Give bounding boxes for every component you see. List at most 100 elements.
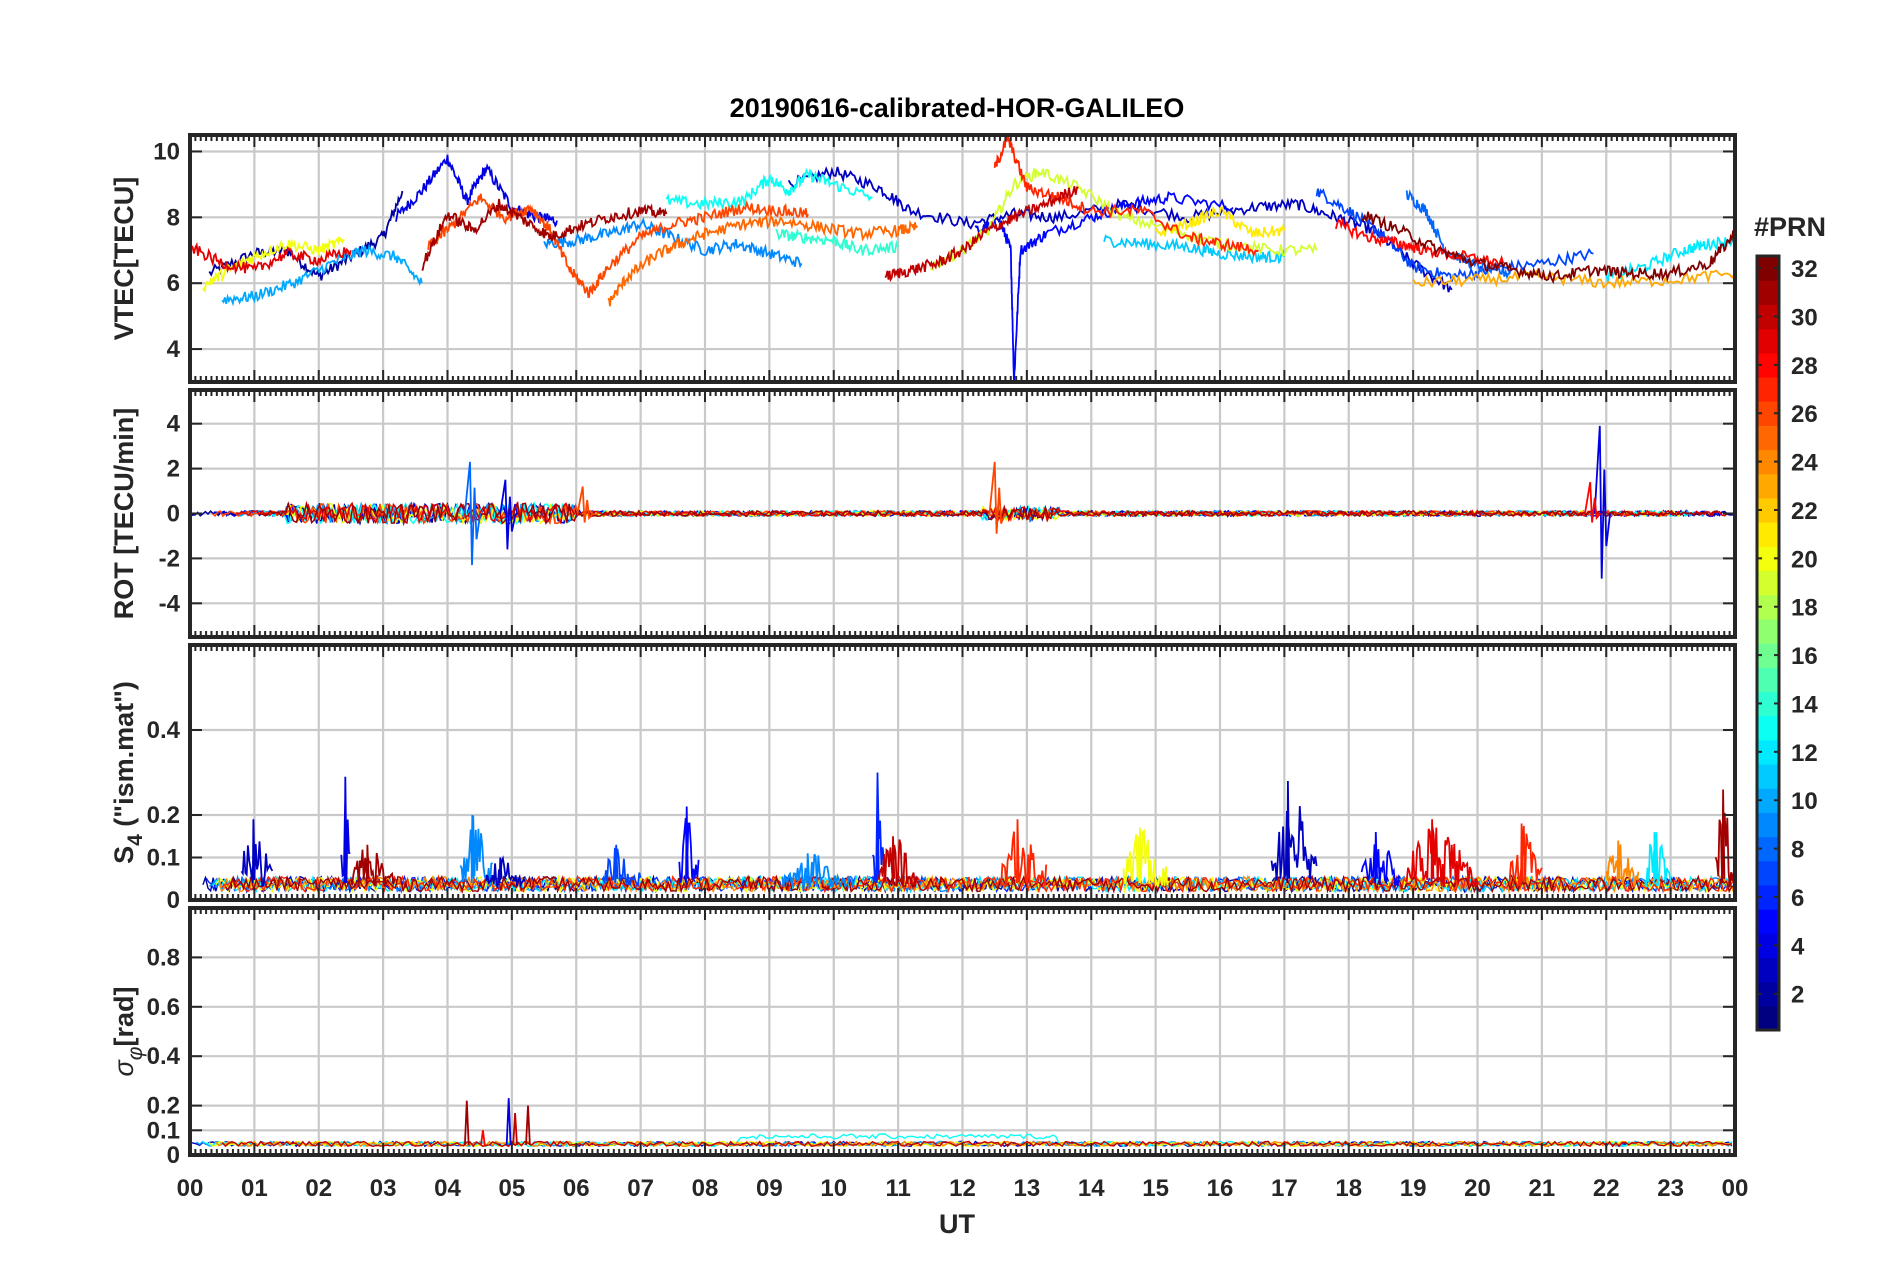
colorbar-tick-label: 12 bbox=[1791, 740, 1818, 767]
x-tick-label: 00 bbox=[177, 1175, 204, 1202]
y-tick-label: 0.8 bbox=[147, 944, 180, 971]
sigma-spike-prn-28 bbox=[480, 1130, 486, 1146]
vtec-series-prn-4 bbox=[395, 154, 558, 228]
s4-burst-prn-24 bbox=[1605, 840, 1640, 888]
vtec-series-prn-5 bbox=[974, 191, 1234, 382]
panel-s4: 00.10.20.4S4 ("ism.mat") bbox=[109, 643, 1737, 914]
s4-burst-prn-27 bbox=[1000, 819, 1048, 887]
panel-vtec: 4 6 8 10 VTEC[TECU] bbox=[109, 133, 1737, 384]
y-tick-label: 6 bbox=[167, 270, 180, 297]
colorbar-swatch bbox=[1757, 352, 1779, 378]
y-tick-label: 0.2 bbox=[147, 802, 180, 829]
rot-spike-prn-26 bbox=[988, 461, 1006, 534]
vtec-series-prn-29 bbox=[190, 241, 352, 275]
x-tick-label: 19 bbox=[1400, 1175, 1427, 1202]
colorbar-swatch bbox=[1757, 473, 1779, 499]
s4-burst-prn-12 bbox=[1644, 831, 1672, 888]
sigma-spike-prn-31 bbox=[464, 1100, 470, 1146]
colorbar-swatch bbox=[1757, 1005, 1779, 1031]
colorbar-swatch bbox=[1757, 594, 1779, 620]
colorbar-tick-label: 28 bbox=[1791, 353, 1818, 380]
colorbar-swatch bbox=[1757, 401, 1779, 426]
x-tick-label: 20 bbox=[1464, 1175, 1491, 1202]
s4-baseline-prn-31 bbox=[224, 874, 1735, 895]
x-tick-label: 09 bbox=[756, 1175, 783, 1202]
x-tick-label: 13 bbox=[1014, 1175, 1041, 1202]
s4-burst-prn-29 bbox=[1405, 819, 1479, 888]
s4-burst-prn-7 bbox=[601, 844, 642, 887]
y-tick-label: 2 bbox=[167, 456, 180, 483]
vtec-series-prn-28 bbox=[1335, 217, 1505, 270]
rot-spike-prn-26 bbox=[576, 486, 594, 523]
vtec-series-prn-26 bbox=[427, 193, 809, 298]
rot-series-prn-29 bbox=[236, 501, 1730, 527]
colorbar-swatch bbox=[1757, 256, 1779, 281]
x-tick-label: 06 bbox=[563, 1175, 590, 1202]
y-tick-label: 4 bbox=[167, 336, 181, 363]
figure-title: 20190616-calibrated-HOR-GALILEO bbox=[730, 93, 1185, 123]
s4-burst-prn-3 bbox=[1270, 780, 1318, 884]
colorbar-tick-label: 8 bbox=[1791, 837, 1804, 864]
rot-series-prn-31 bbox=[260, 500, 1718, 525]
x-axis-label: UT bbox=[939, 1209, 975, 1239]
y-axis-label-s4: S4 ("ism.mat") bbox=[109, 681, 147, 864]
vtec-series-prn-20 bbox=[202, 236, 345, 294]
colorbar-tick-label: 14 bbox=[1791, 691, 1818, 718]
y-tick-label: 0.6 bbox=[147, 994, 180, 1021]
vtec-series-prn-31 bbox=[421, 198, 668, 272]
data-layer bbox=[190, 135, 1735, 382]
s4-burst-prn-6 bbox=[871, 772, 887, 884]
s4-burst-prn-20 bbox=[1122, 827, 1170, 888]
vtec-series-prn-27 bbox=[993, 135, 1260, 258]
colorbar-swatch bbox=[1757, 957, 1779, 983]
vtec-series-prn-9 bbox=[543, 216, 803, 269]
y-tick-label: 0.1 bbox=[147, 845, 180, 872]
x-tick-label: 00 bbox=[1722, 1175, 1749, 1202]
sigma-series-prn-30 bbox=[221, 1140, 1733, 1148]
rot-spike-prn-4 bbox=[1593, 425, 1611, 579]
y-tick-label: 0 bbox=[167, 501, 180, 528]
sigma-spike-prn-30 bbox=[512, 1112, 518, 1146]
y-tick-label: 0.2 bbox=[147, 1093, 180, 1120]
colorbar-tick-label: 2 bbox=[1791, 982, 1804, 1009]
colorbar-swatch bbox=[1757, 860, 1779, 886]
ylabel-rest: [rad] bbox=[109, 987, 139, 1047]
sigma-spike-prn-31 bbox=[525, 1105, 531, 1146]
s4-burst-prn-27 bbox=[1508, 823, 1543, 886]
colorbar-tick-label: 24 bbox=[1791, 450, 1818, 477]
ylabel-sub: φ bbox=[124, 1046, 147, 1060]
x-tick-label: 11 bbox=[885, 1175, 910, 1202]
y-tick-label: -2 bbox=[159, 545, 180, 572]
x-tick-label: 08 bbox=[692, 1175, 719, 1202]
colorbar-swatch bbox=[1757, 280, 1779, 305]
vtec-series-prn-13 bbox=[665, 167, 873, 212]
colorbar-tick-label: 30 bbox=[1791, 304, 1818, 331]
x-tick-label: 17 bbox=[1271, 1175, 1298, 1202]
y-axis-label-sigma: σφ[rad] bbox=[109, 987, 147, 1077]
colorbar-swatch bbox=[1757, 788, 1779, 813]
x-tick-label: 02 bbox=[305, 1175, 332, 1202]
colorbar-tick-label: 18 bbox=[1791, 595, 1818, 622]
colorbar-swatch bbox=[1757, 643, 1779, 668]
x-tick-label: 21 bbox=[1529, 1175, 1556, 1202]
colorbar-swatch bbox=[1757, 497, 1779, 523]
x-tick-label: 01 bbox=[241, 1175, 268, 1202]
vtec-series-prn-32 bbox=[1361, 211, 1735, 285]
colorbar-tick-label: 32 bbox=[1791, 256, 1818, 283]
s4-burst-prn-5 bbox=[678, 806, 700, 884]
rot-spike-prn-28 bbox=[1584, 481, 1602, 523]
s4-burst-prn-31 bbox=[1714, 789, 1735, 887]
colorbar-swatch bbox=[1757, 933, 1779, 959]
vtec-series-prn-7 bbox=[1315, 188, 1594, 282]
colorbar-swatch bbox=[1757, 739, 1779, 765]
s4-burst-prn-3 bbox=[240, 819, 274, 887]
colorbar-swatch bbox=[1757, 522, 1779, 547]
x-axis: 00 01 02 03 04 05 06 07 08 09 10 11 12 13 14 15 16 17 18 19… bbox=[177, 1175, 1749, 1202]
vtec-series-prn-25 bbox=[607, 213, 919, 307]
data-layer bbox=[202, 772, 1735, 895]
s4-burst-prn-9 bbox=[459, 814, 493, 887]
y-axis-label-rot: ROT [TECU/min] bbox=[109, 408, 139, 619]
colorbar-swatch bbox=[1757, 884, 1779, 910]
y-tick-label: 4 bbox=[167, 411, 181, 438]
